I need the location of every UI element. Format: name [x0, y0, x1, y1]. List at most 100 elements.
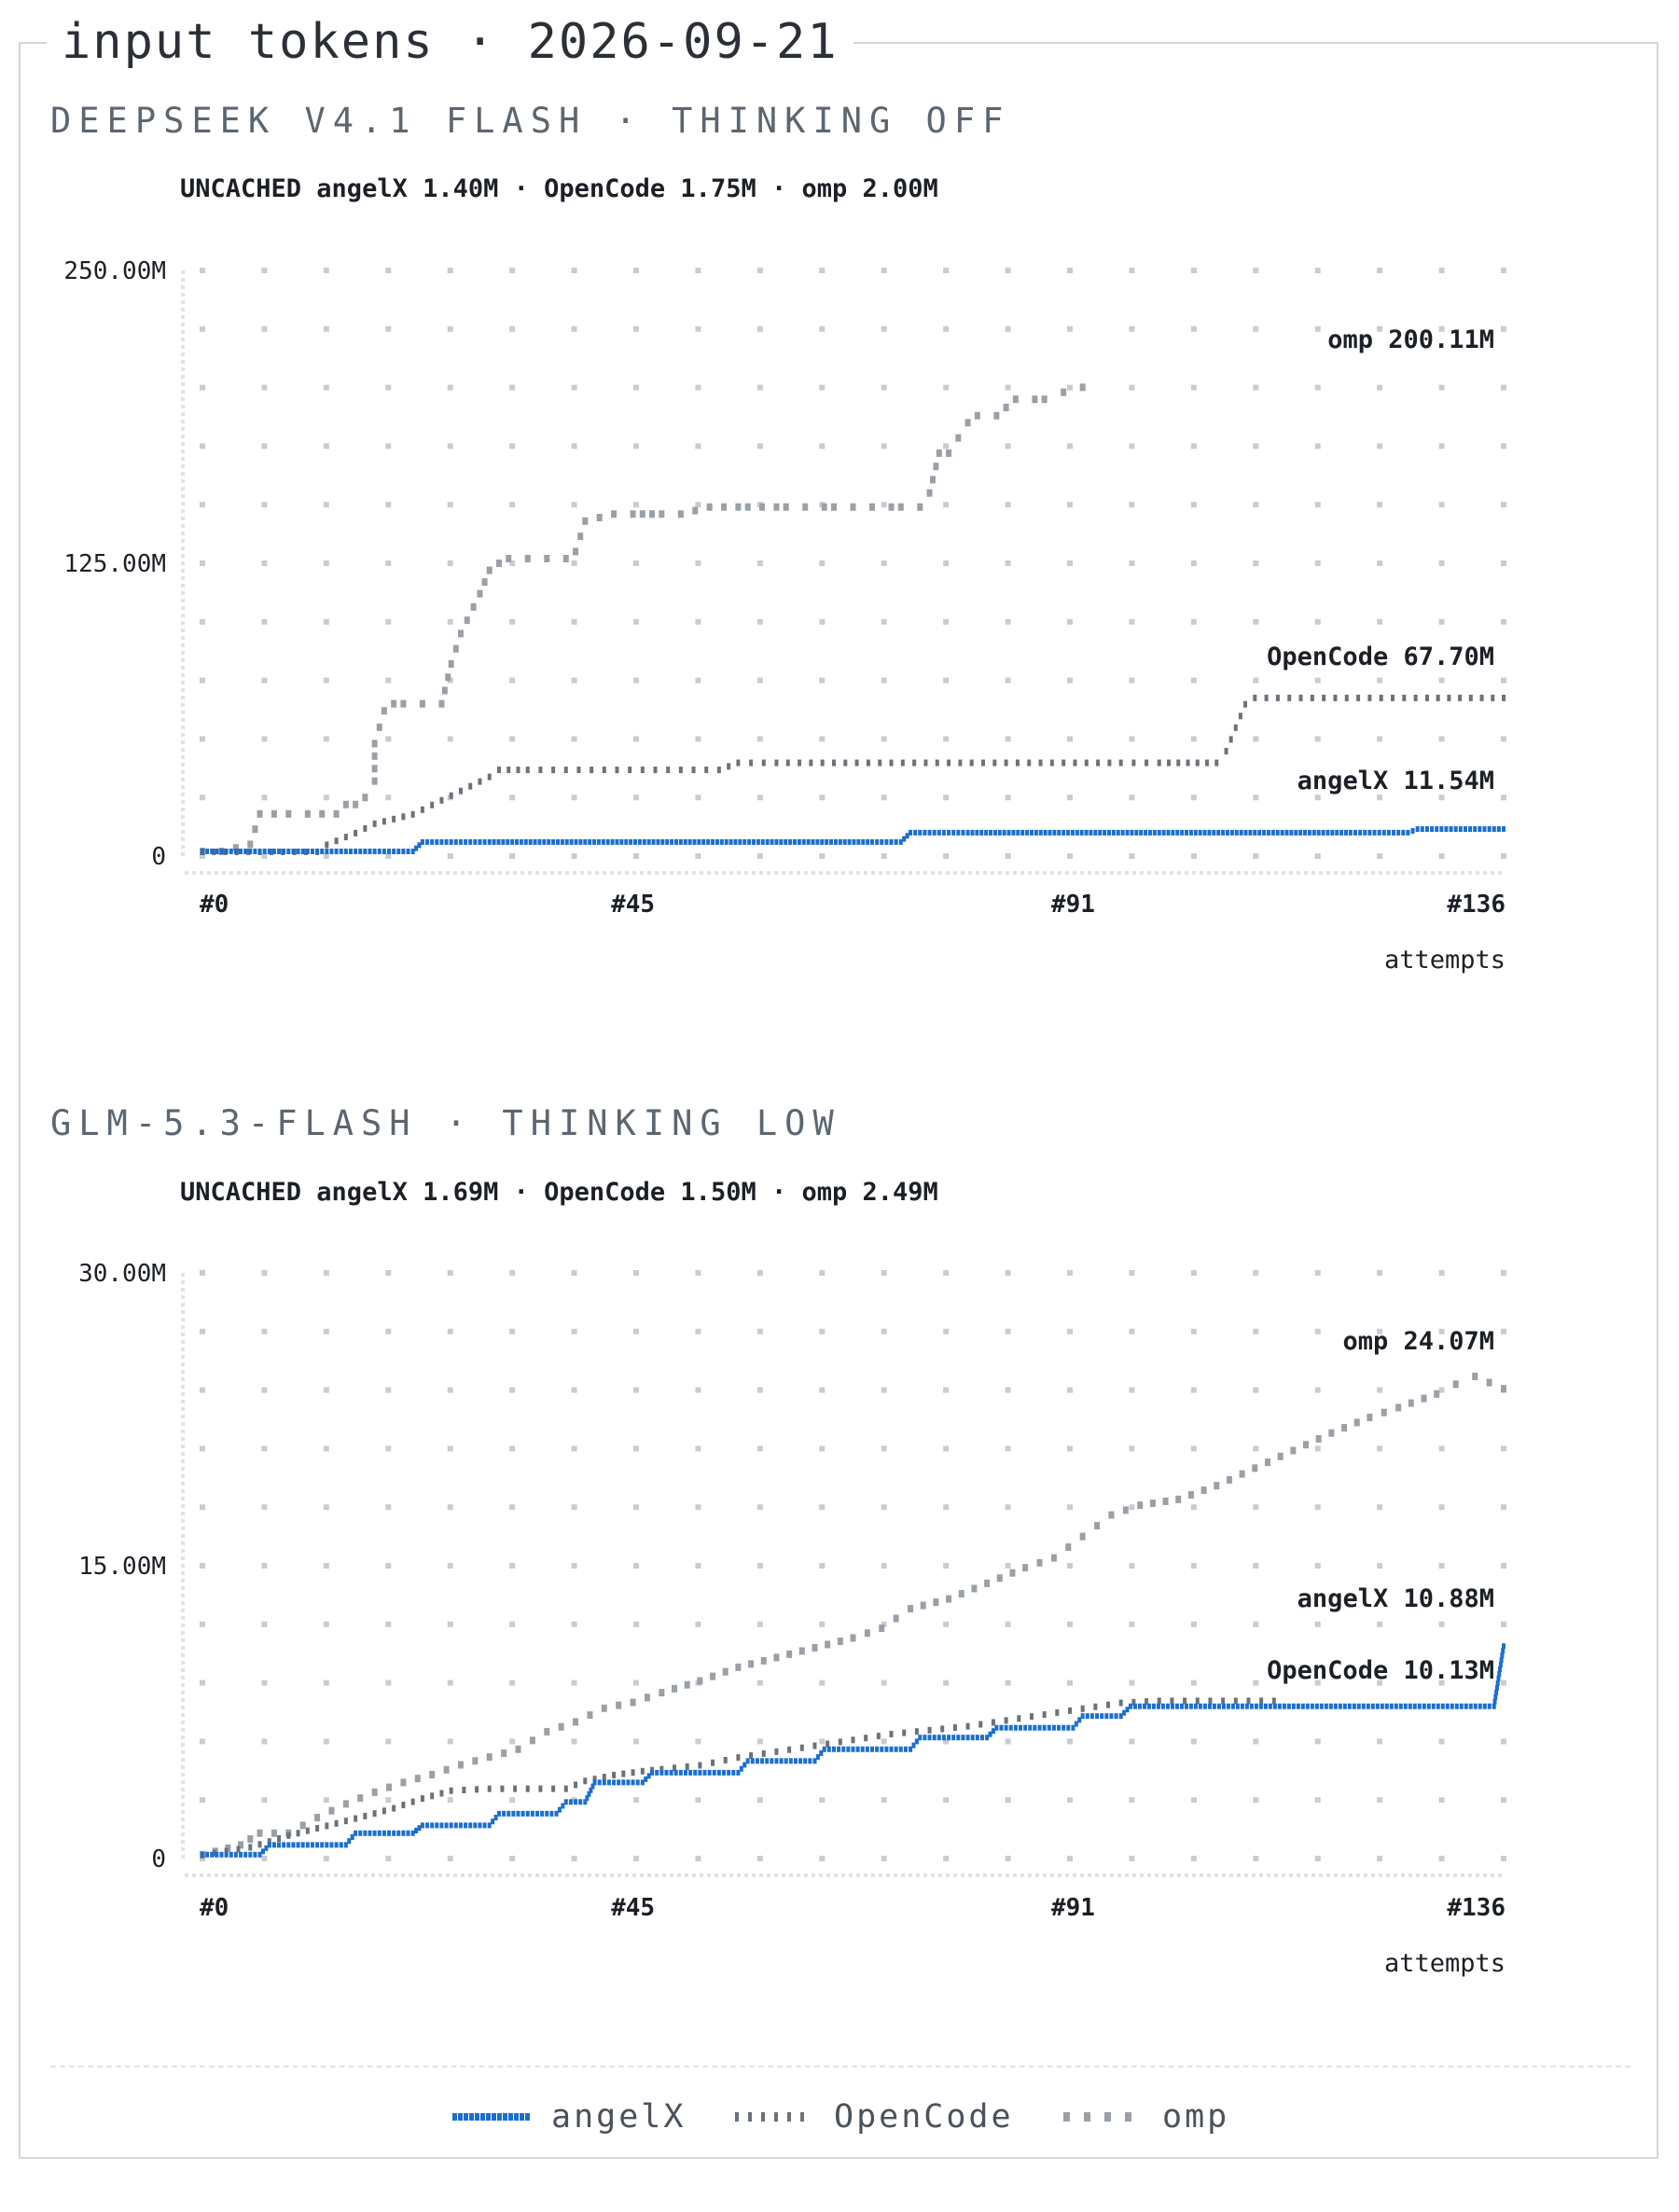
point-angelx	[803, 1758, 808, 1764]
x-axis-dot	[871, 871, 875, 875]
grid-dot	[695, 1270, 701, 1276]
grid-dot	[1005, 502, 1011, 508]
y-axis-dot	[181, 696, 185, 699]
point-angelx	[815, 1754, 820, 1761]
x-axis-dot	[1028, 1873, 1032, 1877]
grid-dot	[200, 853, 205, 859]
grid-dot	[695, 795, 701, 801]
point-omp	[1501, 1385, 1506, 1393]
x-axis-dot	[640, 871, 644, 875]
y-axis-dot	[181, 718, 185, 722]
grid-dot	[323, 325, 329, 332]
point-angelx	[1347, 1703, 1352, 1709]
y-axis-dot	[181, 1497, 185, 1500]
x-axis-dot	[700, 1873, 703, 1877]
point-angelx	[1356, 1703, 1361, 1709]
point-omp	[1290, 1446, 1297, 1455]
point-opencode	[392, 1804, 396, 1812]
point-omp	[470, 602, 477, 611]
point-angelx	[1316, 829, 1321, 836]
grid-dot	[633, 325, 639, 332]
legend-swatch-mark	[480, 2113, 485, 2121]
point-opencode	[1096, 759, 1101, 767]
grid-dot	[943, 502, 950, 508]
point-angelx	[1435, 826, 1439, 833]
grid-dot	[819, 853, 826, 859]
grid-dot	[695, 560, 701, 566]
grid-dot	[1129, 853, 1135, 859]
point-angelx	[587, 1790, 591, 1797]
grid-dot	[1253, 1387, 1259, 1393]
point-angelx	[698, 1769, 702, 1776]
point-opencode	[981, 759, 985, 767]
point-angelx	[992, 829, 997, 836]
grid-dot	[1005, 1270, 1011, 1276]
y-axis-dot	[181, 1527, 185, 1530]
point-angelx	[516, 1810, 520, 1817]
y-axis-dot	[181, 726, 185, 729]
point-angelx	[1165, 1703, 1170, 1709]
point-omp	[850, 503, 856, 511]
y-axis-dot	[181, 1579, 185, 1583]
grid-dot	[1501, 618, 1506, 625]
point-angelx	[1454, 1703, 1459, 1709]
x-axis-dot	[1498, 871, 1502, 875]
point-angelx	[1230, 1703, 1235, 1709]
grid-dot	[509, 325, 516, 332]
x-axis-dot	[931, 871, 935, 875]
point-omp	[299, 1821, 306, 1830]
grid-dot	[1253, 1270, 1259, 1276]
point-angelx	[909, 829, 913, 836]
grid-dot	[1190, 1738, 1197, 1745]
grid-dot	[200, 325, 205, 332]
x-axis-dot	[700, 871, 703, 875]
grid-dot	[1377, 1270, 1383, 1276]
point-angelx	[988, 1731, 992, 1737]
grid-dot	[819, 795, 826, 801]
point-omp	[1486, 1378, 1492, 1387]
x-axis-dot	[640, 1873, 644, 1877]
point-angelx	[826, 1746, 831, 1752]
x-axis-dot	[1356, 871, 1360, 875]
y-axis-dot	[181, 1750, 185, 1754]
grid-dot	[1501, 384, 1506, 391]
point-opencode	[1131, 1698, 1136, 1706]
y-axis-dot	[181, 643, 185, 647]
grid-dot	[633, 1856, 639, 1861]
point-opencode	[716, 767, 721, 774]
x-axis-dot	[1498, 1873, 1502, 1877]
x-axis-dot	[1050, 871, 1054, 875]
x-axis-dot	[1274, 871, 1278, 875]
x-axis-dot	[1453, 871, 1457, 875]
point-angelx	[1305, 1703, 1310, 1709]
x-axis-dot	[274, 1873, 278, 1877]
point-opencode	[914, 1728, 919, 1735]
grid-dot	[1501, 1504, 1506, 1511]
point-angelx	[1325, 829, 1330, 836]
point-opencode	[774, 759, 779, 767]
x-axis-dot	[438, 871, 442, 875]
grid-dot	[1377, 736, 1383, 742]
x-axis-dot	[1058, 871, 1062, 875]
point-omp	[917, 503, 923, 511]
grid-dot	[571, 1856, 577, 1861]
grid-dot	[881, 618, 887, 625]
point-angelx	[650, 1769, 655, 1776]
point-opencode	[410, 810, 415, 818]
y-axis-dot	[181, 1653, 185, 1657]
point-opencode	[363, 1812, 368, 1819]
y-axis-dot	[181, 1825, 185, 1829]
grid-dot	[756, 677, 763, 684]
y-axis-dot	[181, 1333, 185, 1336]
legend-swatch-mark	[469, 2113, 474, 2121]
point-opencode	[277, 1835, 282, 1843]
legend-label-omp: omp	[1162, 2098, 1230, 2136]
y-axis-dot	[181, 464, 185, 468]
point-angelx	[1174, 1703, 1179, 1709]
grid-dot	[1190, 1328, 1197, 1334]
grid-dot	[1067, 384, 1073, 391]
point-opencode	[1458, 694, 1463, 701]
x-axis-dot	[849, 1873, 853, 1877]
x-axis-dot	[289, 871, 293, 875]
